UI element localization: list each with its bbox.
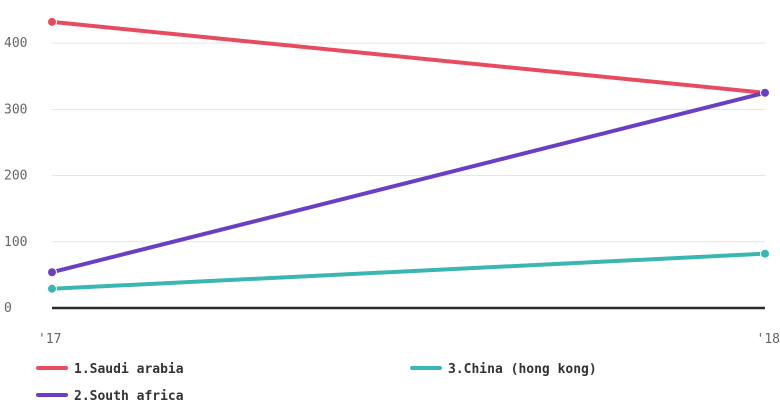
legend-item: 3.China (hong kong) [410, 362, 597, 377]
legend-label: 1.Saudi arabia [74, 362, 184, 377]
y-axis: 0 100 200 300 400 [4, 36, 27, 316]
x-tick-label: '18 [757, 332, 780, 347]
series-line [50, 19, 767, 95]
series-line [50, 90, 767, 275]
data-point [760, 248, 770, 259]
data-point [47, 16, 57, 27]
x-axis: '17 '18 [38, 332, 780, 347]
gridlines [52, 42, 765, 243]
y-tick-label: 200 [4, 169, 27, 184]
legend-label: 2.South africa [74, 389, 184, 404]
y-tick-label: 400 [4, 36, 27, 51]
legend-item: 1.Saudi arabia [36, 362, 184, 377]
data-point [760, 87, 770, 98]
y-tick-label: 300 [4, 102, 27, 117]
y-tick-label: 0 [4, 301, 12, 316]
x-tick-label: '17 [38, 332, 61, 347]
series-points [47, 16, 770, 294]
legend: 1.Saudi arabia 2.South africa 3.China (hon… [36, 362, 597, 404]
series-line [50, 251, 767, 291]
data-point [47, 267, 57, 278]
data-point [47, 283, 57, 294]
y-tick-label: 100 [4, 235, 27, 250]
legend-label: 3.China (hong kong) [448, 362, 597, 377]
legend-item: 2.South africa [36, 389, 184, 404]
series-lines [50, 19, 767, 291]
